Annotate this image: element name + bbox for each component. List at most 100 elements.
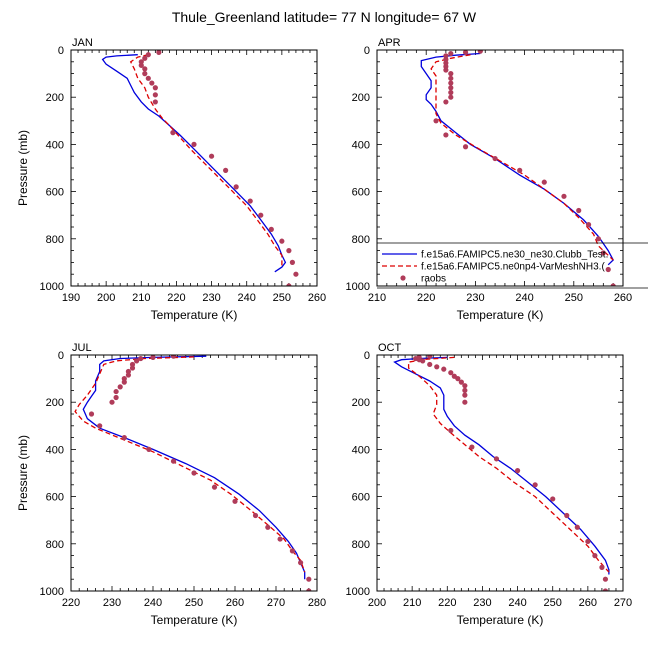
raobs-point xyxy=(129,365,136,371)
raobs-point xyxy=(138,355,144,362)
legend-label: f.e15a6.FAMIPC5.ne0np4-VarMeshNH3.( xyxy=(421,262,605,273)
x-tick-label: 260 xyxy=(579,597,597,609)
x-tick-label: 210 xyxy=(403,597,421,609)
x-tick-label: 240 xyxy=(508,597,526,609)
raobs-point xyxy=(592,553,598,559)
y-tick-label: 600 xyxy=(46,187,64,199)
x-tick-label: 270 xyxy=(614,597,632,609)
raobs-point xyxy=(600,250,606,256)
raobs-point xyxy=(191,470,197,476)
raobs-point xyxy=(142,71,148,77)
x-tick-label: 220 xyxy=(62,597,80,609)
raobs-point xyxy=(448,75,454,81)
plot-frame xyxy=(376,49,624,287)
plot-frame xyxy=(70,49,318,287)
plot-area xyxy=(101,50,299,286)
panel-label: APR xyxy=(378,37,401,49)
raobs-point xyxy=(286,283,292,286)
x-axis-title: Temperature (K) xyxy=(151,613,238,627)
plot-area xyxy=(393,355,610,591)
raobs-point xyxy=(289,259,295,265)
raobs-point xyxy=(223,167,229,173)
raobs-point xyxy=(599,564,605,571)
raobs-point xyxy=(541,179,547,185)
panel-jan: JAN 190 200 210 220 230 240 250 260 0 200 400 600 800… xyxy=(16,37,326,322)
raobs-point xyxy=(152,85,158,91)
raobs-point xyxy=(602,576,609,582)
raobs-point xyxy=(550,496,556,502)
raobs-point xyxy=(232,498,238,504)
raobs-point xyxy=(585,538,591,545)
raobs-point xyxy=(561,193,567,199)
raobs-point xyxy=(605,266,611,273)
raobs-point xyxy=(97,423,103,429)
raobs-point xyxy=(443,99,449,105)
y-tick-label: 400 xyxy=(46,139,64,151)
raobs-point xyxy=(113,394,119,401)
raobs-point xyxy=(469,444,475,450)
legend-dot-swatch xyxy=(400,275,406,281)
x-tick-label: 270 xyxy=(267,597,285,609)
raobs-point xyxy=(208,153,215,159)
x-tick-label: 190 xyxy=(62,292,80,304)
raobs-point xyxy=(462,387,468,393)
raobs-point xyxy=(443,132,449,138)
raobs-point xyxy=(306,576,312,582)
raobs-point xyxy=(441,366,447,372)
raobs-point xyxy=(462,144,469,150)
x-tick-label: 220 xyxy=(167,292,185,304)
y-tick-label: 800 xyxy=(46,234,64,246)
raobs-point xyxy=(289,548,295,554)
plot-frame xyxy=(70,354,318,592)
raobs-point xyxy=(117,384,123,390)
raobs-point xyxy=(298,560,304,566)
raobs-point xyxy=(585,222,592,228)
raobs-point xyxy=(152,99,158,105)
legend-label: raobs xyxy=(421,274,446,285)
raobs-point xyxy=(448,50,454,57)
y-tick-label: 200 xyxy=(46,92,64,104)
x-tick-label: 220 xyxy=(417,292,435,304)
raobs-point xyxy=(462,50,469,55)
legend-label: f.e15a6.FAMIPC5.ne30_ne30.Clubb_Test. xyxy=(421,250,608,261)
x-tick-label: 230 xyxy=(466,292,484,304)
raobs-point xyxy=(448,85,454,91)
raobs-point xyxy=(448,89,454,96)
raobs-point xyxy=(493,456,500,462)
raobs-point xyxy=(142,66,148,72)
varmesh-line xyxy=(74,356,306,573)
y-tick-label: 1000 xyxy=(346,586,370,598)
x-tick-label: 250 xyxy=(273,292,291,304)
raobs-point xyxy=(293,271,299,277)
x-tick-label: 240 xyxy=(144,597,162,609)
y-tick-label: 800 xyxy=(46,539,64,551)
raobs-point xyxy=(211,484,218,490)
raobs-point xyxy=(138,62,144,68)
raobs-point xyxy=(448,370,454,376)
raobs-point xyxy=(156,50,162,55)
raobs-point xyxy=(134,358,140,364)
legend-entry: raobs xyxy=(400,274,446,285)
y-tick-label: 1000 xyxy=(40,281,64,293)
y-tick-label: 600 xyxy=(46,492,64,504)
raobs-point xyxy=(149,80,155,86)
x-tick-label: 240 xyxy=(515,292,533,304)
raobs-point xyxy=(602,588,609,591)
panel-jul: JUL 220 230 240 250 260 270 280 0 200 400 600 800 100… xyxy=(16,342,326,627)
raobs-point xyxy=(492,155,498,162)
raobs-point xyxy=(233,184,239,190)
raobs-point xyxy=(306,588,312,591)
y-axis-title: Pressure (mb) xyxy=(16,435,30,511)
raobs-point xyxy=(146,446,152,452)
raobs-point xyxy=(279,238,285,244)
raobs-point xyxy=(610,283,616,286)
clubb-line xyxy=(393,356,610,575)
panel-apr: APR 210 220 230 240 250 260 0 200 400 600 800 1000 Te… xyxy=(346,37,633,322)
varmesh-line xyxy=(129,54,283,268)
x-tick-label: 200 xyxy=(97,292,115,304)
raobs-point xyxy=(448,80,454,86)
y-tick-label: 600 xyxy=(352,187,370,199)
raobs-point xyxy=(532,482,538,488)
legend: f.e15a6.FAMIPC5.ne30_ne30.Clubb_Test.f.e… xyxy=(377,242,648,289)
